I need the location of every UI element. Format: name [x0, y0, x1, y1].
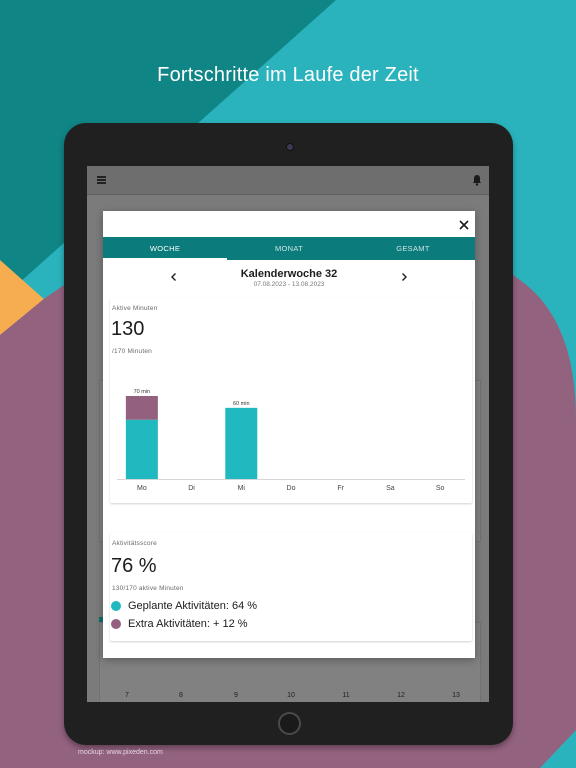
- active-tab-indicator: [103, 258, 227, 260]
- active-minutes-label: Aktive Minuten: [112, 305, 158, 312]
- app-bar: [87, 166, 489, 195]
- activity-score-label: Aktivitätsscore: [112, 540, 157, 547]
- bar-planned: [125, 419, 158, 479]
- promo-headline: Fortschritte im Laufe der Zeit: [157, 64, 419, 86]
- bar-extra: [125, 396, 158, 420]
- activity-score-value: 76 %: [111, 555, 157, 577]
- x-tick-label: Sa: [386, 485, 395, 492]
- x-tick-label: Do: [287, 485, 296, 492]
- x-tick-label: Mi: [238, 485, 246, 492]
- bell-icon[interactable]: [472, 174, 482, 186]
- tab-woche[interactable]: WOCHE: [149, 244, 181, 253]
- chevron-left-icon[interactable]: [168, 271, 180, 283]
- period-tabs: WOCHE MONAT GESAMT: [103, 237, 475, 260]
- active-minutes-goal: /170 Minuten: [112, 348, 152, 355]
- planned-color-swatch: [111, 601, 121, 611]
- camera-lens: [286, 143, 294, 151]
- x-tick-label: Fr: [337, 485, 344, 492]
- calendar-day: 7: [125, 692, 129, 699]
- legend-extra-text: Extra Aktivitäten: + 12 %: [128, 618, 248, 630]
- calendar-day: 13: [452, 692, 460, 699]
- legend-planned-text: Geplante Aktivitäten: 64 %: [128, 600, 258, 612]
- x-tick-label: So: [436, 485, 445, 492]
- week-navigation: Kalenderwoche 32 07.08.2023 - 13.08.2023: [103, 263, 475, 295]
- bar-value-label: 60 min: [233, 401, 250, 407]
- activity-score-detail: 130/170 aktive Minuten: [112, 585, 184, 592]
- background-calendar-days: 7 8 9 10 11 12 13: [99, 690, 479, 702]
- mockup-credit: mockup: www.pixeden.com: [78, 749, 163, 756]
- extra-color-swatch: [111, 619, 121, 629]
- hamburger-icon[interactable]: [97, 176, 106, 184]
- bar-planned: [225, 407, 258, 479]
- tab-monat[interactable]: MONAT: [274, 244, 304, 253]
- close-icon[interactable]: [457, 218, 471, 232]
- home-button[interactable]: [278, 712, 301, 735]
- calendar-day: 11: [342, 692, 350, 699]
- x-tick-label: Di: [188, 485, 195, 492]
- week-title: Kalenderwoche 32: [240, 268, 338, 280]
- progress-dialog: WOCHE MONAT GESAMT Kalenderwoche 32 07.0…: [103, 211, 475, 658]
- calendar-day: 12: [397, 692, 405, 699]
- week-date-range: 07.08.2023 - 13.08.2023: [253, 281, 325, 288]
- calendar-day: 8: [179, 692, 183, 699]
- calendar-day: 9: [234, 692, 238, 699]
- active-minutes-value: 130: [111, 318, 145, 340]
- x-tick-label: Mo: [137, 485, 147, 492]
- active-minutes-card: Aktive Minuten 130 /170 Minuten 70 min Mo…: [110, 298, 472, 503]
- chevron-right-icon[interactable]: [398, 271, 410, 283]
- tab-gesamt[interactable]: GESAMT: [396, 244, 430, 253]
- calendar-day: 10: [287, 692, 295, 699]
- weekly-minutes-chart: 70 min Mo Di 60 min Mi Do Fr Sa So: [117, 389, 465, 492]
- activity-score-card: Aktivitätsscore 76 % 130/170 aktive Minu…: [110, 533, 472, 641]
- bar-value-label: 70 min: [134, 389, 151, 395]
